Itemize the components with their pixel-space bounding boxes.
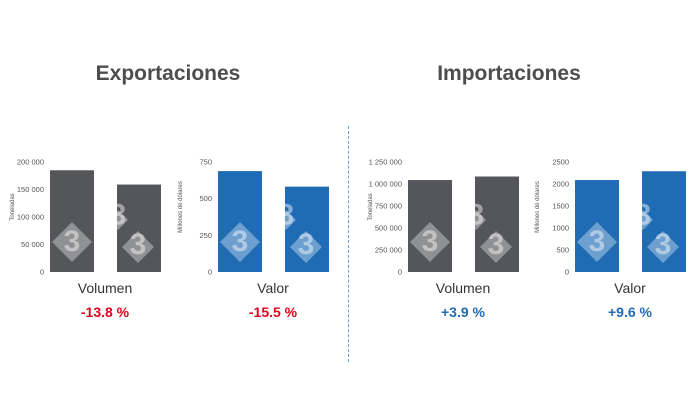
y-tick-label: 0 (40, 268, 44, 277)
logo-3-watermark (290, 231, 322, 263)
y-tick-label: 250 (199, 231, 212, 240)
logo-3-watermark-glyph: 3 (422, 225, 439, 258)
logo-3-watermark (220, 222, 260, 262)
y-tick-label: 2000 (552, 180, 569, 189)
y-tick-label: 50 000 (21, 240, 44, 249)
bar (575, 180, 619, 272)
logo-3-watermark-glyph: 3 (64, 225, 81, 258)
y-tick-label: 100 000 (17, 213, 44, 222)
bar (408, 180, 452, 272)
y-axis-label: Millones de dólares (535, 181, 541, 233)
x-category-label: Valor (257, 280, 289, 296)
bar (475, 176, 519, 272)
change-percentage: -13.8 % (81, 304, 130, 320)
bar (218, 171, 262, 272)
logo-3-watermark (52, 222, 92, 262)
y-tick-label: 200 000 (17, 158, 44, 167)
logo-3-watermark-glyph: 3 (635, 199, 652, 232)
logo-3-watermark-glyph: 3 (589, 225, 606, 258)
logo-3-watermark-glyph: 3 (232, 225, 249, 258)
exportaciones-title: Exportaciones (95, 62, 241, 85)
y-tick-label: 500 (199, 194, 212, 203)
y-tick-label: 2500 (552, 158, 569, 167)
change-percentage: -15.5 % (249, 304, 298, 320)
logo-3-watermark (466, 210, 486, 230)
logo-3-watermark (647, 231, 679, 263)
x-category-label: Volumen (78, 280, 132, 296)
logo-3-watermark-glyph: 3 (488, 228, 505, 261)
y-tick-label: 750 (199, 158, 212, 167)
y-tick-label: 250 000 (375, 246, 402, 255)
logo-3-watermark-glyph: 3 (110, 199, 127, 232)
y-tick-label: 0 (208, 268, 212, 277)
bar (117, 184, 161, 272)
y-tick-label: 150 000 (17, 185, 44, 194)
bar (285, 186, 329, 272)
y-tick-label: 500 (556, 246, 569, 255)
logo-3-watermark (108, 210, 128, 230)
logo-3-watermark (577, 222, 617, 262)
y-axis-label: Toneladas (10, 193, 16, 220)
y-axis-label: Toneladas (368, 193, 374, 220)
logo-3-watermark-glyph: 3 (655, 228, 672, 261)
logo-3-watermark-glyph: 3 (468, 199, 485, 232)
y-axis-label: Millones de dólares (178, 181, 184, 233)
change-percentage: +9.6 % (608, 304, 653, 320)
importaciones-valor-chart: 0 500 1000 1500 2000 2500 Millones de dólares 3… (535, 158, 686, 320)
panel-divider (348, 126, 349, 362)
logo-3-watermark-glyph: 3 (278, 199, 295, 232)
x-category-label: Valor (614, 280, 646, 296)
logo-3-watermark-glyph: 3 (298, 228, 315, 261)
bar (642, 171, 686, 272)
y-tick-label: 750 000 (375, 202, 402, 211)
logo-3-watermark-glyph: 3 (130, 228, 147, 261)
y-tick-label: 1 250 000 (369, 158, 402, 167)
importaciones-volumen-chart: 0 250 000 500 000 750 000 1 000 000 1 250 000… (368, 158, 519, 320)
x-category-label: Volumen (436, 280, 490, 296)
logo-3-watermark (633, 210, 653, 230)
logo-3-watermark (410, 222, 450, 262)
bar (50, 170, 94, 272)
logo-3-watermark (480, 231, 512, 263)
change-percentage: +3.9 % (441, 304, 486, 320)
y-tick-label: 1 000 000 (369, 180, 402, 189)
y-tick-label: 1500 (552, 202, 569, 211)
y-tick-label: 1000 (552, 224, 569, 233)
y-tick-label: 500 000 (375, 224, 402, 233)
y-tick-label: 0 (565, 268, 569, 277)
logo-3-watermark (122, 231, 154, 263)
importaciones-title: Importaciones (437, 62, 581, 85)
y-tick-label: 0 (398, 268, 402, 277)
logo-3-watermark (276, 210, 296, 230)
